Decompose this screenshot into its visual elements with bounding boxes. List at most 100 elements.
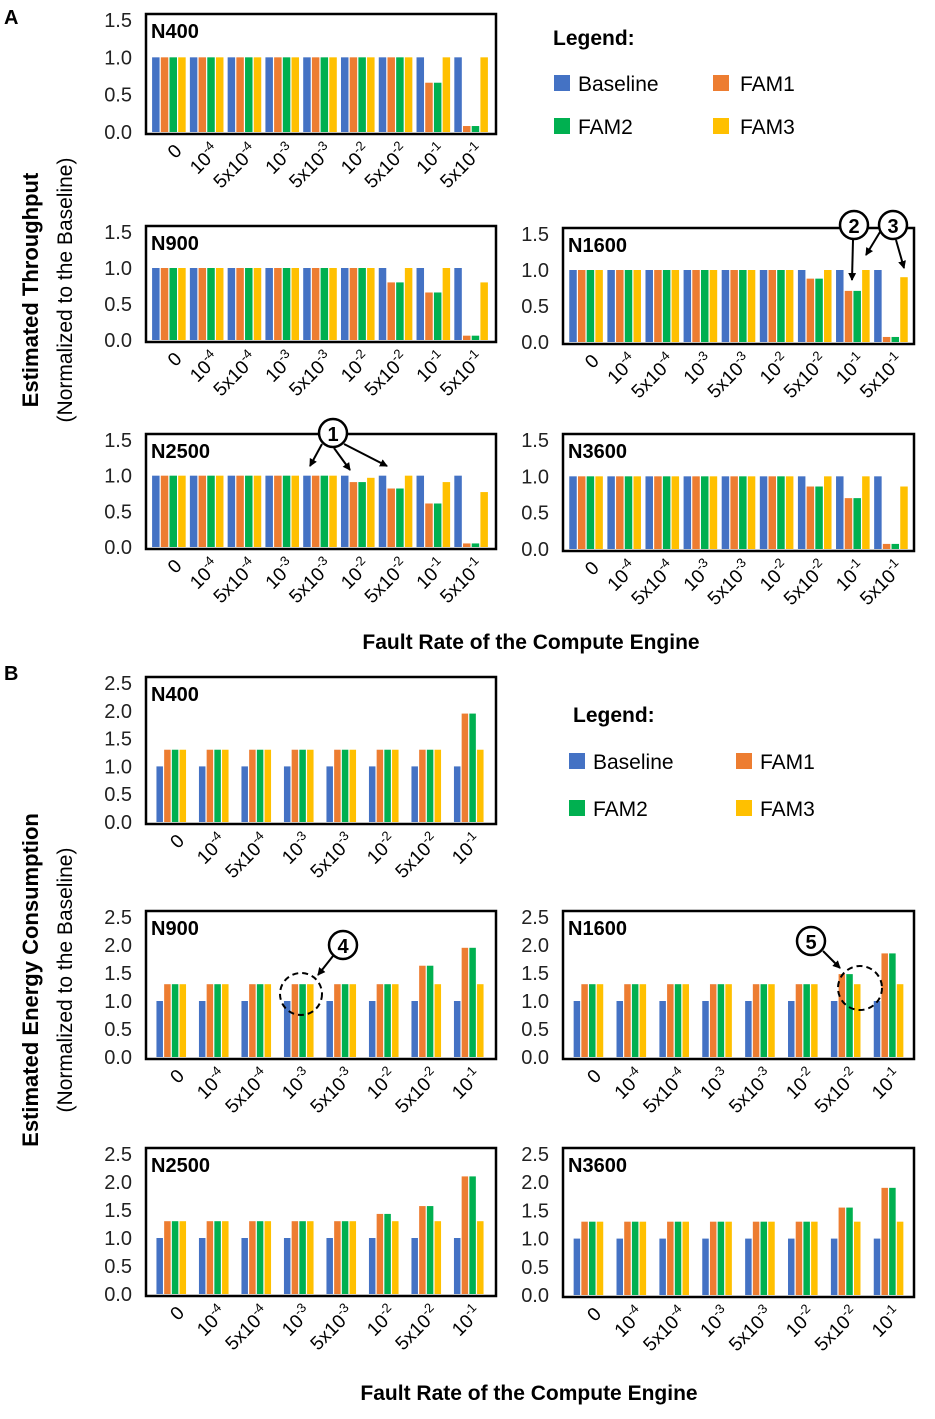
chart-frame: [561, 432, 916, 553]
x-tick-label: 10-4: [191, 828, 232, 869]
bar-fam1: [730, 476, 738, 549]
x-tick-label: 5x10-2: [358, 346, 413, 401]
bar-fam2: [320, 57, 329, 132]
bar-baseline: [241, 1238, 248, 1294]
callout-label-5: 5: [805, 932, 816, 954]
bar-baseline: [227, 268, 236, 340]
bar-baseline: [788, 1001, 795, 1057]
bar-fam2: [662, 270, 671, 342]
bar-fam3: [824, 476, 832, 549]
bar-fam2: [171, 984, 179, 1057]
y-tick-label: 2.5: [521, 1144, 549, 1166]
bar-fam1: [387, 282, 395, 340]
bar-baseline: [836, 476, 844, 549]
y-tick-label: 2.5: [104, 907, 132, 929]
bar-fam2: [586, 270, 595, 342]
bar-fam2: [341, 984, 349, 1057]
bar-fam3: [179, 1221, 187, 1294]
bar-fam1: [616, 270, 624, 342]
annotations: 1 2 3 4 5: [279, 209, 909, 1016]
callout-circle-2: [838, 209, 870, 241]
bar-fam2: [853, 498, 861, 549]
bar-fam3: [709, 270, 718, 342]
bar-fam2: [282, 268, 291, 340]
x-tick-label: 5x10-3: [701, 555, 756, 610]
bar-fam2: [214, 749, 221, 822]
bar-fam1: [334, 1221, 341, 1294]
bar-baseline: [411, 1001, 418, 1057]
bar-fam1: [806, 278, 815, 342]
bar-baseline: [303, 57, 311, 132]
bar-fam3: [349, 749, 357, 822]
bar-fam1: [236, 57, 244, 132]
bar-baseline: [303, 268, 311, 340]
x-tick-label: 5x10-3: [283, 346, 338, 401]
bar-baseline: [873, 1001, 881, 1057]
bar-fam1: [881, 953, 888, 1057]
bar-fam2: [256, 984, 264, 1057]
bar-fam1: [654, 270, 662, 342]
bar-fam2: [396, 282, 404, 340]
bar-baseline: [411, 766, 418, 822]
bar-fam2: [207, 268, 215, 340]
bar-baseline: [189, 268, 198, 340]
bar-fam2: [674, 1221, 682, 1295]
x-axis-title-b: Fault Rate of the Compute Engine: [360, 1382, 697, 1405]
y-tick-label: 0.5: [104, 1256, 132, 1278]
legend-label-baseline: Baseline: [593, 751, 674, 774]
y-tick-label: 0.0: [521, 332, 549, 354]
bar-baseline: [759, 270, 768, 342]
bar-fam1: [334, 749, 341, 822]
bar-fam1: [795, 1221, 803, 1295]
bar-fam3: [768, 984, 775, 1057]
bar-fam1: [206, 1221, 214, 1294]
x-tick-label: 5x10-2: [389, 828, 444, 883]
y-tick-label: 0.0: [104, 537, 132, 559]
bar-fam1: [667, 984, 674, 1057]
bar-fam3: [853, 984, 861, 1057]
bar-fam1: [376, 749, 384, 822]
bar-fam1: [349, 268, 358, 340]
x-tick-label: 5x10-3: [304, 1063, 359, 1118]
chart-title: N900: [151, 233, 199, 255]
bar-fam3: [291, 268, 300, 340]
bar-fam3: [215, 475, 224, 547]
bar-fam2: [471, 335, 480, 340]
y-tick-label: 2.5: [521, 907, 549, 929]
legend-label-fam1: FAM1: [760, 751, 815, 774]
bar-baseline: [283, 766, 291, 822]
bar-fam3: [215, 268, 224, 340]
bar-fam3: [747, 476, 756, 549]
x-tick-label: 5x10-3: [722, 1063, 777, 1118]
bar-fam1: [387, 488, 395, 547]
callout-label-2: 2: [848, 216, 859, 238]
x-tick-label: 0: [164, 141, 186, 163]
callout-arrow-2: [848, 239, 857, 281]
bar-fam1: [577, 270, 586, 342]
y-tick-label: 1.5: [521, 430, 549, 452]
bar-fam1: [274, 268, 282, 340]
bar-fam1: [577, 476, 586, 549]
bar-baseline: [745, 1238, 752, 1295]
bar-fam3: [329, 268, 337, 340]
legend-swatch-fam3: [736, 800, 752, 816]
bar-fam2: [341, 749, 349, 822]
x-tick-label: 0: [581, 558, 603, 580]
y-tick-label: 0.5: [104, 784, 132, 806]
chart-title: N2500: [151, 1155, 210, 1177]
bar-fam2: [384, 749, 391, 822]
y-tick-label: 1.0: [521, 466, 549, 488]
bar-fam2: [433, 503, 442, 547]
x-tick-label: 10-1: [446, 828, 487, 869]
bar-fam3: [349, 1221, 357, 1294]
legend-swatch-baseline: [554, 75, 570, 91]
x-tick-label: 10-1: [865, 1301, 906, 1342]
chart-title: N3600: [568, 1155, 627, 1177]
bar-fam1: [160, 475, 169, 547]
bar-fam2: [169, 475, 177, 547]
bar-fam3: [477, 1221, 484, 1294]
chart-title: N2500: [151, 441, 210, 463]
bar-fam3: [633, 476, 641, 549]
